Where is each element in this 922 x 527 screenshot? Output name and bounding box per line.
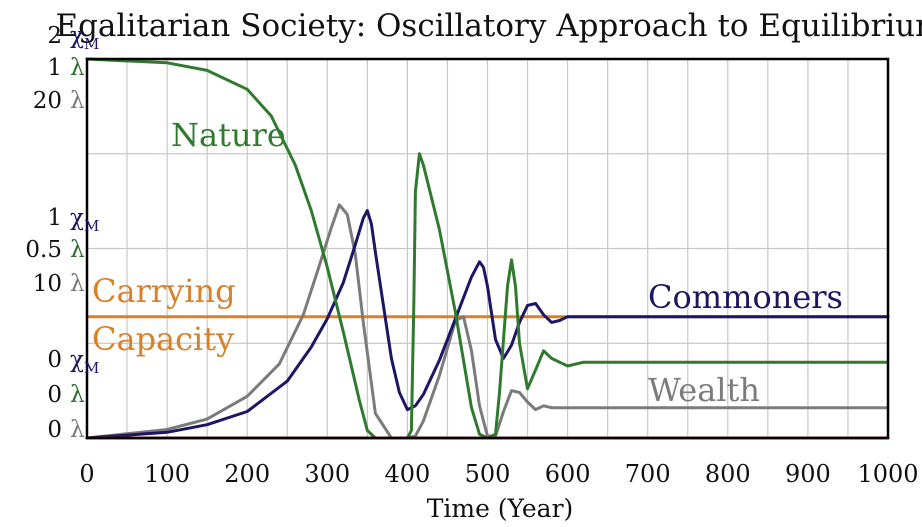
x-tick-label: 1000 [857,460,918,488]
plot-frame [85,57,890,440]
y-tick-unit: λ [70,271,85,297]
y-tick-label: 20 [33,88,62,114]
x-tick-label: 600 [545,460,591,488]
x-tick-label: 400 [384,460,430,488]
y-tick-unit: χM [70,205,99,235]
y-tick-unit: λ [70,382,85,408]
series-label-carrying-capacity: Carrying [92,272,236,310]
x-tick-label: 700 [625,460,671,488]
y-tick-label: 10 [33,271,62,297]
x-tick-label: 800 [705,460,751,488]
y-tick-label: 0 [47,347,62,373]
x-tick-label: 500 [465,460,511,488]
series-label-carrying-capacity: Capacity [92,320,234,358]
series-line-nature [85,57,890,440]
x-tick-label: 100 [144,460,190,488]
grid [87,59,888,438]
series-labels: Nature Commoners Wealth Carrying Capacity [92,116,843,409]
series-label-nature: Nature [171,116,286,154]
y-tick-unit: λ [70,417,85,443]
chart-title: Egalitarian Society: Oscillatory Approac… [55,8,922,44]
y-tick-label: 2 [47,23,62,49]
x-tick-label: 900 [785,460,831,488]
x-tick-label: 300 [304,460,350,488]
y-tick-unit: λ [70,237,85,263]
y-tick-label: 0 [47,417,62,443]
x-tick-label: 0 [79,460,94,488]
y-tick-label: 0.5 [25,237,62,263]
series-label-commoners: Commoners [648,278,843,316]
x-tick-labels: 0 100 200 300 400 500 600 700 800 900 1000 [79,460,918,488]
y-tick-unit: λ [70,55,85,81]
y-tick-unit: λ [70,88,85,114]
y-tick-label: 0 [47,382,62,408]
y-tick-label: 1 [47,205,62,231]
x-tick-label: 200 [224,460,270,488]
x-axis-label: Time (Year) [427,494,574,523]
series-label-wealth: Wealth [648,371,760,409]
y-tick-label: 1 [47,55,62,81]
